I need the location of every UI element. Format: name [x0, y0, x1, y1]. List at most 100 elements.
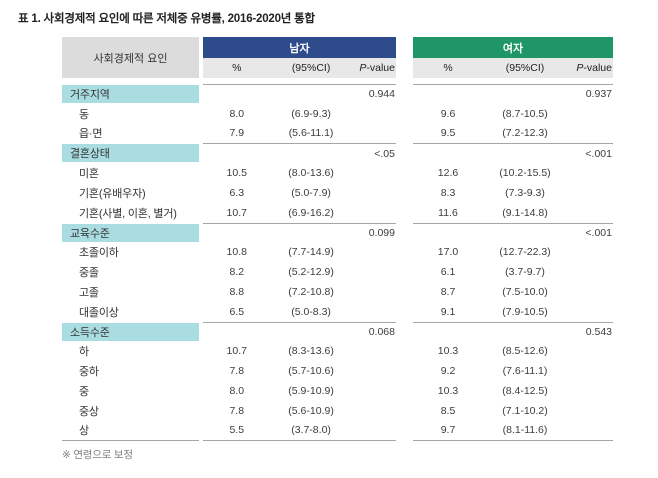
table-row: 기혼(사별, 이혼, 별거) 10.7 (6.9-16.2) 11.6 (9.1-14.…	[62, 203, 613, 223]
p-value-cell: <.05	[374, 147, 395, 160]
subheader-female: % (95%CI) P-value	[413, 58, 613, 78]
ci-cell: (7.2-12.3)	[502, 127, 548, 140]
p-value-cell: 0.937	[585, 88, 612, 101]
male-data-block: 10.7 (8.3-13.6)	[203, 341, 396, 361]
male-data-block: 7.8 (5.7-10.6)	[203, 361, 396, 381]
pct-cell: 17.0	[437, 246, 459, 259]
male-data-block: 0.068	[203, 321, 396, 342]
row-label-cell: 중하	[79, 366, 99, 379]
section-header-cell: 거주지역	[62, 85, 199, 103]
row-label-cell: 하	[79, 346, 89, 359]
male-data-block: <.05	[203, 143, 396, 163]
pct-cell: 7.9	[229, 127, 245, 140]
table-row: 동 8.0 (6.9-9.3) 9.6 (8.7-10.5)	[62, 104, 613, 124]
table-row: 고졸 8.8 (7.2-10.8) 8.7 (7.5-10.0)	[62, 282, 613, 302]
female-data-block: 0.937	[413, 84, 613, 104]
subheader-pvalue: P-value	[576, 62, 612, 74]
table-body: 거주지역 0.944 0.937 동 8.0 (6.9-9.3) 9.6 (8.7-10.5)…	[62, 84, 613, 440]
group-header-male: 남자	[203, 37, 396, 58]
row-label-cell: 중상	[79, 405, 99, 418]
male-data-block: 10.5 (8.0-13.6)	[203, 163, 396, 183]
pct-cell: 7.8	[229, 365, 245, 378]
row-label-cell: 초졸이하	[79, 247, 119, 260]
table-title: 표 1. 사회경제적 요인에 따른 저체중 유병률, 2016-2020년 통합	[18, 13, 315, 25]
pct-cell: 8.0	[229, 384, 245, 397]
subheader-male: % (95%CI) P-value	[203, 58, 396, 78]
ci-cell: (5.0-7.9)	[291, 186, 331, 199]
section-row: 결혼상태 <.05 <.001	[62, 143, 613, 163]
male-data-block: 5.5 (3.7-8.0)	[203, 421, 396, 441]
table-footnote: ※ 연령으로 보정	[62, 449, 133, 461]
ci-cell: (5.7-10.6)	[288, 365, 334, 378]
section-row: 교육수준 0.099 <.001	[62, 222, 613, 243]
border-segment	[203, 440, 396, 441]
ci-cell: (10.2-15.5)	[499, 167, 551, 180]
male-data-block: 8.2 (5.2-12.9)	[203, 262, 396, 282]
row-label-cell: 기혼(유배우자)	[79, 187, 146, 200]
ci-cell: (8.0-13.6)	[288, 167, 334, 180]
table-row: 초졸이하 10.8 (7.7-14.9) 17.0 (12.7-22.3)	[62, 242, 613, 262]
ci-cell: (7.2-10.8)	[288, 285, 334, 298]
subheader-pct: %	[232, 62, 242, 74]
ci-cell: (8.4-12.5)	[502, 384, 548, 397]
subheader-ci: (95%CI)	[505, 62, 545, 74]
ci-cell: (8.3-13.6)	[288, 345, 334, 358]
pct-cell: 8.7	[440, 285, 456, 298]
group-header-female: 여자	[413, 37, 613, 58]
section-header-cell: 소득수준	[62, 322, 199, 341]
ci-cell: (12.7-22.3)	[499, 246, 551, 259]
table-bottom-border	[62, 440, 613, 441]
pct-cell: 10.8	[226, 246, 247, 259]
ci-cell: (6.9-16.2)	[288, 206, 334, 219]
table-row: 중하 7.8 (5.7-10.6) 9.2 (7.6-11.1)	[62, 361, 613, 381]
pct-cell: 8.2	[229, 266, 245, 279]
pct-cell: 9.6	[440, 107, 456, 120]
p-value-cell: 0.099	[368, 226, 395, 239]
female-data-block: 9.2 (7.6-11.1)	[413, 361, 613, 381]
table-row: 대졸이상 6.5 (5.0-8.3) 9.1 (7.9-10.5)	[62, 302, 613, 322]
ci-cell: (5.6-10.9)	[288, 404, 334, 417]
male-data-block: 7.9 (5.6-11.1)	[203, 124, 396, 144]
p-value-cell: <.001	[585, 147, 612, 160]
male-data-block: 6.5 (5.0-8.3)	[203, 302, 396, 322]
row-label-cell: 중졸	[79, 267, 99, 280]
p-value-cell: <.001	[585, 226, 612, 239]
ci-cell: (3.7-9.7)	[505, 266, 545, 279]
row-header-cell: 사회경제적 요인	[62, 37, 199, 78]
female-data-block: <.001	[413, 222, 613, 243]
ci-cell: (5.9-10.9)	[288, 384, 334, 397]
subheader-pct: %	[443, 62, 453, 74]
female-data-block: 12.6 (10.2-15.5)	[413, 163, 613, 183]
female-data-block: <.001	[413, 143, 613, 163]
pct-cell: 7.8	[229, 404, 245, 417]
section-row: 거주지역 0.944 0.937	[62, 84, 613, 104]
row-label-cell: 상	[79, 425, 89, 438]
table-row: 하 10.7 (8.3-13.6) 10.3 (8.5-12.6)	[62, 341, 613, 361]
female-data-block: 10.3 (8.5-12.6)	[413, 341, 613, 361]
male-data-block: 10.8 (7.7-14.9)	[203, 242, 396, 262]
p-value-cell: 0.543	[585, 325, 612, 338]
row-label-cell: 중	[79, 385, 89, 398]
pct-cell: 10.7	[226, 206, 247, 219]
female-data-block: 11.6 (9.1-14.8)	[413, 203, 613, 223]
section-row: 소득수준 0.068 0.543	[62, 321, 613, 342]
female-data-block: 8.7 (7.5-10.0)	[413, 282, 613, 302]
table-row: 중 8.0 (5.9-10.9) 10.3 (8.4-12.5)	[62, 381, 613, 401]
ci-cell: (7.9-10.5)	[502, 305, 548, 318]
pct-cell: 6.1	[440, 266, 456, 279]
subheader-ci: (95%CI)	[291, 62, 331, 74]
subheader-pvalue: P-value	[359, 62, 395, 74]
male-data-block: 7.8 (5.6-10.9)	[203, 401, 396, 421]
pct-cell: 6.5	[229, 305, 245, 318]
row-label-cell: 미혼	[79, 168, 99, 181]
ci-cell: (7.7-14.9)	[288, 246, 334, 259]
border-segment	[413, 440, 613, 441]
ci-cell: (9.1-14.8)	[502, 206, 548, 219]
ci-cell: (6.9-9.3)	[291, 107, 331, 120]
pct-cell: 5.5	[229, 424, 245, 437]
row-label-cell: 대졸이상	[79, 306, 119, 319]
pct-cell: 9.7	[440, 424, 456, 437]
female-data-block: 9.6 (8.7-10.5)	[413, 104, 613, 124]
ci-cell: (8.7-10.5)	[502, 107, 548, 120]
row-label-cell: 고졸	[79, 286, 99, 299]
